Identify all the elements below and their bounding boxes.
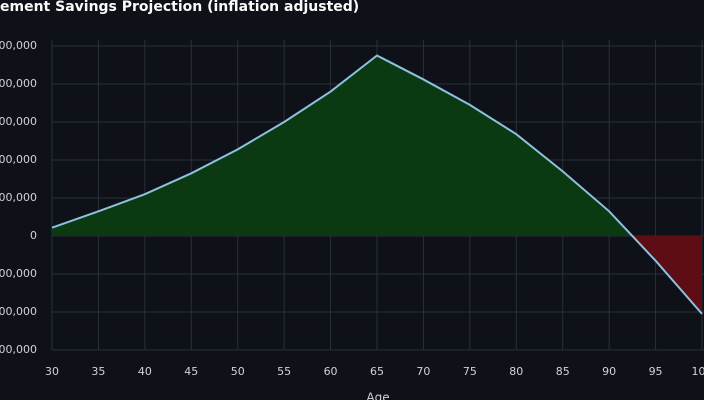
- x-tick-label: 45: [184, 365, 198, 378]
- x-tick-label: 35: [91, 365, 105, 378]
- x-tick-label: 60: [324, 365, 338, 378]
- x-tick-label: 30: [45, 365, 59, 378]
- y-tick-label: 100,000: [0, 191, 37, 204]
- y-tick-label: 300,000: [0, 343, 37, 356]
- positive-area: [52, 55, 702, 236]
- x-tick-label: 90: [602, 365, 616, 378]
- x-tick-label: 55: [277, 365, 291, 378]
- x-tick-label: 70: [416, 365, 430, 378]
- y-tick-label: 500,000: [0, 39, 37, 52]
- x-tick-label: 95: [649, 365, 663, 378]
- x-tick-label: 100: [692, 365, 704, 378]
- y-tick-label: 100,000: [0, 267, 37, 280]
- y-tick-label: 400,000: [0, 77, 37, 90]
- y-tick-label: 0: [30, 229, 37, 242]
- x-tick-label: 85: [556, 365, 570, 378]
- line: [51, 54, 703, 315]
- x-axis-label: Age: [366, 391, 389, 400]
- y-tick-label: 200,000: [0, 305, 37, 318]
- x-tick-label: 75: [463, 365, 477, 378]
- y-tick-label: 200,000: [0, 153, 37, 166]
- x-tick-label: 50: [231, 365, 245, 378]
- x-tick-label: 40: [138, 365, 152, 378]
- x-tick-label: 65: [370, 365, 384, 378]
- x-tick-label: 80: [509, 365, 523, 378]
- chart-title: ement Savings Projection (inflation adju…: [0, 0, 359, 15]
- y-tick-label: 300,000: [0, 115, 37, 128]
